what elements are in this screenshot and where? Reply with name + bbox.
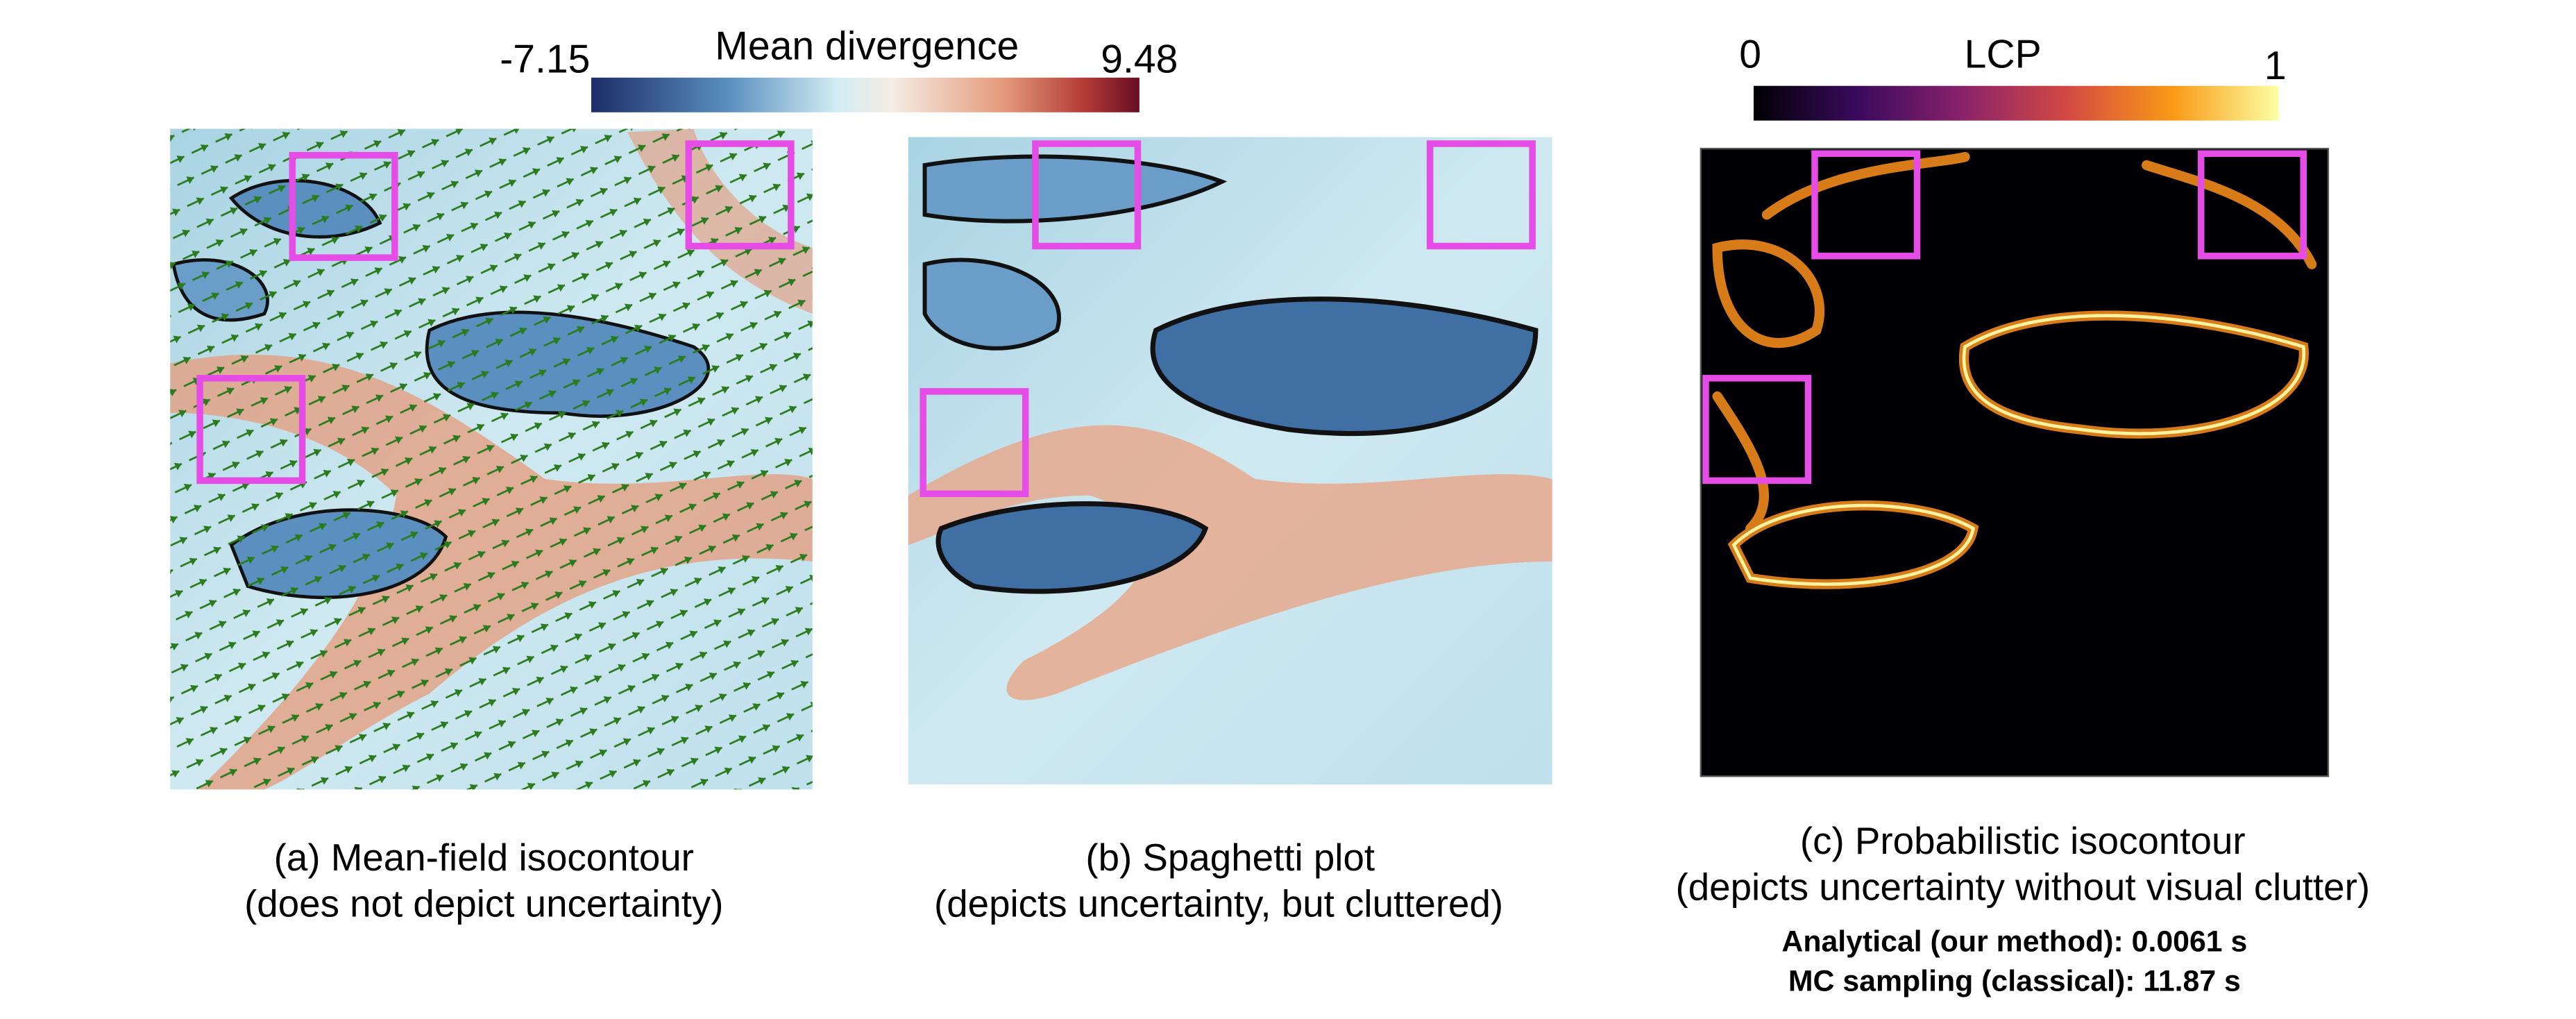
caption: (depicts uncertainty without visual clut… — [1675, 866, 2370, 909]
colorbar — [1753, 85, 2279, 121]
timing: Analytical (our method): 0.0061 s — [1781, 925, 2247, 958]
timing: MC sampling (classical): 11.87 s — [1788, 965, 2241, 998]
colorbar-min: -7.15 — [500, 37, 590, 82]
colorbar — [591, 77, 1139, 112]
panel-c — [1700, 147, 2330, 777]
colorbar-title: Mean divergence — [715, 24, 1019, 69]
highlight-boxes — [196, 140, 2307, 498]
caption: (c) Probabilistic isocontour — [1800, 819, 2246, 862]
colorbar-max: 1 — [2264, 44, 2287, 88]
colorbar-max: 9.48 — [1101, 37, 1178, 82]
panel-b — [908, 137, 1552, 785]
caption: (a) Mean-field isocontour — [274, 836, 694, 879]
caption: (b) Spaghetti plot — [1085, 836, 1375, 879]
caption: (depicts uncertainty, but cluttered) — [934, 882, 1503, 925]
colorbar-title: LCP — [1965, 33, 2042, 77]
caption: (does not depict uncertainty) — [244, 882, 723, 925]
panel-a — [170, 128, 813, 790]
colorbar-min: 0 — [1739, 33, 1761, 77]
